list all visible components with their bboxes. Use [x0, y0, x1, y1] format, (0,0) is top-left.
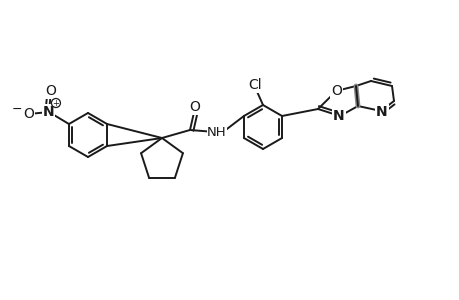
- Text: −: −: [11, 103, 22, 116]
- Text: +: +: [52, 98, 59, 107]
- Text: Cl: Cl: [248, 78, 261, 92]
- Text: NH: NH: [207, 125, 226, 139]
- Text: O: O: [330, 84, 341, 98]
- Text: O: O: [45, 84, 56, 98]
- Text: N: N: [332, 109, 344, 123]
- Text: N: N: [43, 105, 55, 119]
- Text: O: O: [189, 100, 200, 114]
- Text: N: N: [375, 105, 387, 119]
- Text: O: O: [23, 107, 34, 121]
